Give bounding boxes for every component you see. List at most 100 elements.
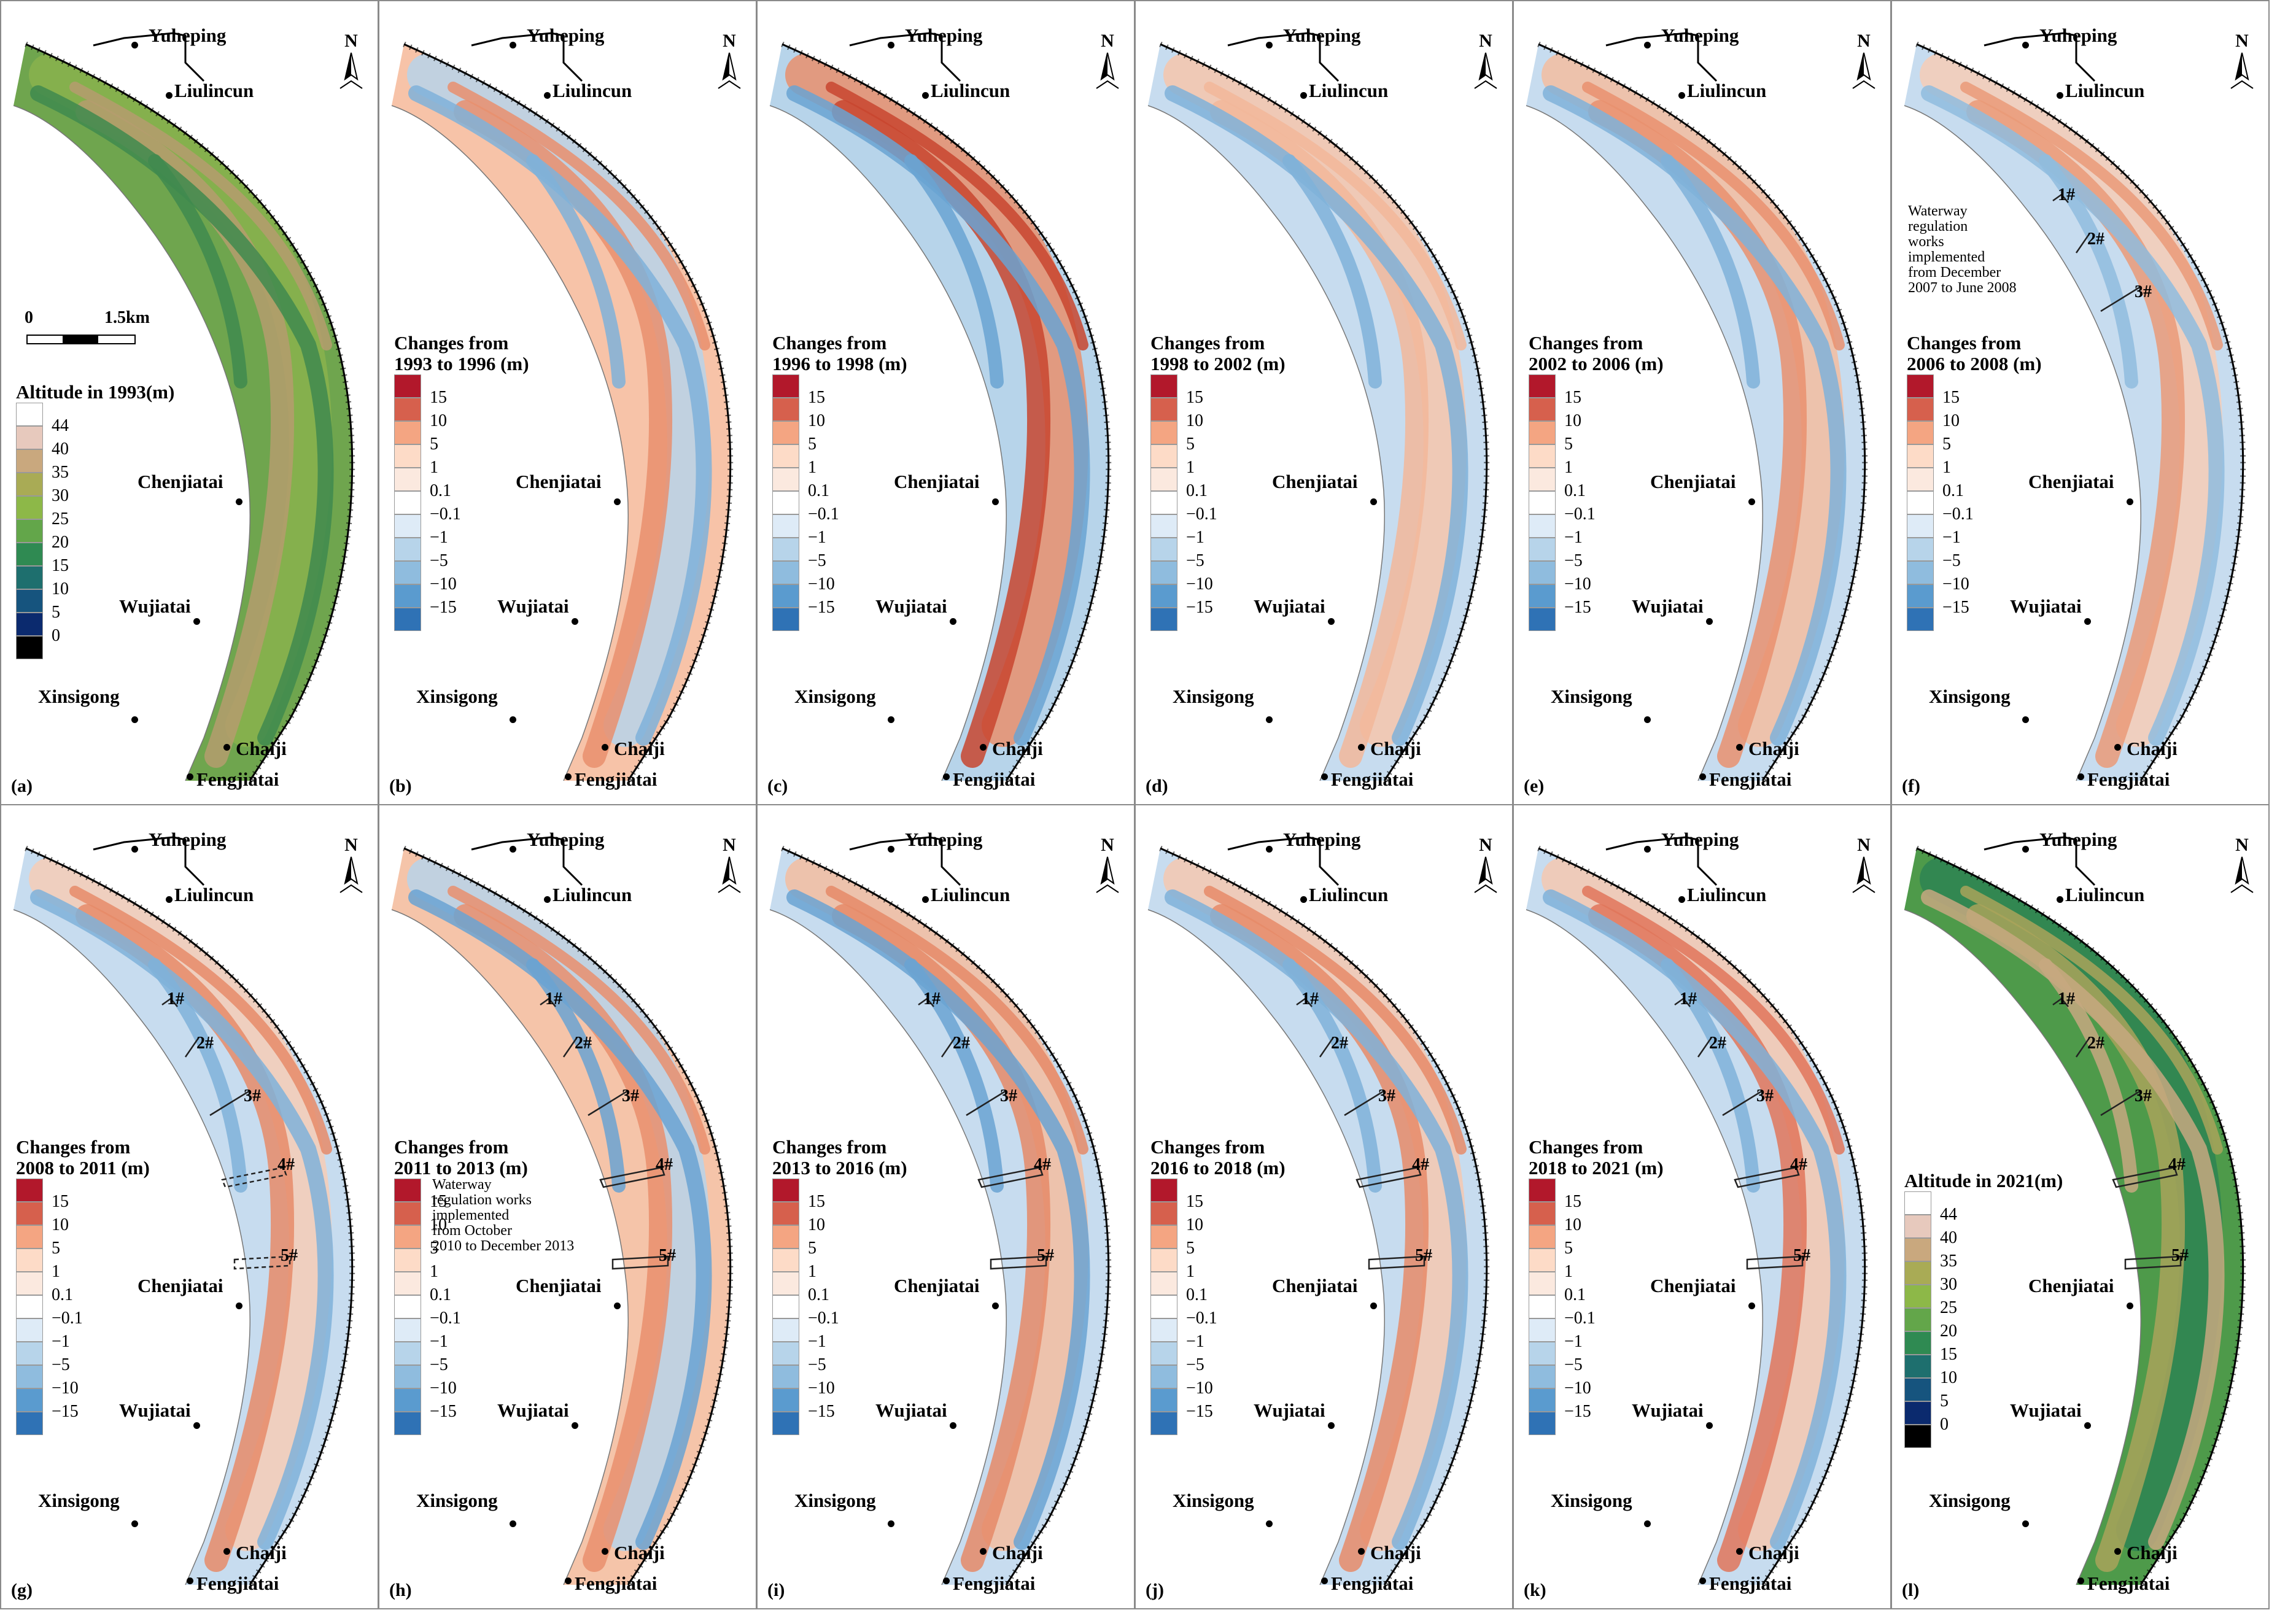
legend-swatch: [772, 584, 799, 608]
legend-row: −5: [394, 1342, 528, 1374]
legend-row: −5: [772, 538, 907, 570]
legend-tick: 10: [1186, 1215, 1203, 1234]
panel-label: (d): [1146, 776, 1168, 796]
north-arrow: N: [711, 835, 748, 904]
legend-swatch: [772, 1295, 799, 1318]
legend-row: 0.1: [1150, 1272, 1286, 1304]
north-arrow: N: [1845, 31, 1882, 99]
legend-row: −5: [394, 538, 529, 570]
legend-row: −0.1: [394, 1295, 528, 1328]
place-marker-wujiatai: [2084, 618, 2091, 625]
north-arrow-icon: [2230, 856, 2254, 893]
place-marker-fengjiatai: [565, 1577, 572, 1584]
legend-tick: −0.1: [430, 505, 461, 524]
legend-tick: 15: [808, 388, 825, 407]
river-map: [769, 32, 1112, 783]
legend-swatch: [16, 1342, 43, 1365]
legend-row: 30: [1904, 1261, 2063, 1294]
place-marker-yuheping: [2022, 846, 2029, 853]
north-arrow-icon: [718, 52, 741, 89]
place-label-fengjiatai: Fengjiatai: [575, 768, 657, 790]
place-marker-chenjiatai: [236, 1303, 242, 1309]
work-5-label: 5#: [1037, 1246, 1054, 1265]
place-marker-chenjiatai: [1748, 1303, 1755, 1309]
legend-swatch: [16, 1202, 43, 1225]
legend-swatch: [1150, 1202, 1177, 1225]
legend-tick: 15: [1564, 1192, 1581, 1211]
place-label-liulincun: Liulincun: [1687, 884, 1767, 905]
legend-row: 0.1: [394, 1272, 528, 1304]
place-marker-wujiatai: [572, 1422, 578, 1429]
north-arrow-icon: [1096, 856, 1119, 893]
legend-row: −15: [16, 1388, 150, 1421]
place-marker-chaiji: [2114, 1548, 2121, 1555]
legend-row: 0.1: [1907, 468, 2042, 500]
legend-row: −15: [1529, 1388, 1664, 1421]
legend-swatch: [1150, 514, 1177, 538]
place-marker-xinsigong: [131, 716, 138, 723]
work-2-label: 2#: [2087, 230, 2104, 249]
legend-swatch: [16, 1225, 43, 1248]
legend-tick: −15: [430, 1402, 457, 1421]
legend-swatch: [1150, 398, 1177, 421]
legend-tick: 35: [52, 463, 69, 482]
legend-tick: 1: [1942, 458, 1951, 477]
place-marker-yuheping: [1644, 42, 1651, 48]
legend-row: −5: [772, 1342, 907, 1374]
place-label-chenjiatai: Chenjiatai: [138, 471, 223, 492]
place-label-xinsigong: Xinsigong: [416, 1490, 498, 1511]
legend-row: 10: [1150, 398, 1286, 430]
place-label-liulincun: Liulincun: [1309, 80, 1389, 101]
legend-row: −1: [1150, 514, 1286, 547]
legend-tick: −5: [808, 551, 826, 570]
work-3-label: 3#: [2135, 1086, 2152, 1105]
legend-tick: −15: [1942, 598, 1969, 617]
legend-swatch: [1904, 1425, 1931, 1448]
legend-row: −15: [772, 1388, 907, 1421]
place-marker-fengjiatai: [2077, 773, 2084, 780]
place-marker-xinsigong: [2022, 716, 2029, 723]
legend-tick: 40: [1940, 1228, 1957, 1247]
legend-tick: 5: [430, 435, 438, 454]
place-label-wujiatai: Wujiatai: [1254, 595, 1325, 617]
legend-swatch: [1907, 491, 1934, 514]
legend-swatch: [1907, 444, 1934, 468]
legend-tick: −5: [1186, 551, 1204, 570]
legend-swatch: [16, 426, 43, 449]
place-label-wujiatai: Wujiatai: [119, 595, 191, 617]
place-label-yuheping: Yuheping: [1283, 829, 1361, 850]
legend-swatch: [394, 538, 421, 561]
legend-tick: −10: [52, 1379, 79, 1398]
legend-swatch: [772, 491, 799, 514]
legend: Changes from 1993 to 1996 (m) 15 10 5 1 0.1 −0…: [394, 333, 529, 631]
place-label-fengjiatai: Fengjiatai: [2087, 1573, 2170, 1594]
legend-tick: −1: [1186, 1332, 1204, 1351]
legend-swatch: [16, 636, 43, 659]
place-marker-chenjiatai: [236, 498, 242, 505]
legend-row: −0.1: [16, 1295, 150, 1328]
legend-row: 10: [772, 1202, 907, 1234]
legend-row: −15: [394, 1388, 528, 1421]
panel-label: (c): [767, 776, 788, 796]
north-label: N: [723, 31, 736, 51]
legend: Changes from 2002 to 2006 (m) 15 10 5 1 0.1 −0…: [1529, 333, 1664, 631]
legend-swatch: [394, 1318, 421, 1342]
place-marker-xinsigong: [1266, 1520, 1273, 1527]
place-label-chenjiatai: Chenjiatai: [516, 1275, 602, 1296]
legend-row: 15: [16, 1179, 150, 1211]
legend-row: −0.1: [1150, 491, 1286, 524]
place-marker-yuheping: [131, 42, 138, 48]
legend-swatch: [1907, 374, 1934, 398]
map-panel-l: 1# 2# 3# 4# 5# Yuheping Liulincun Chenjiatai Wuj…: [1891, 804, 2270, 1609]
legend-row: 0: [16, 613, 174, 645]
north-label: N: [2235, 31, 2249, 51]
legend: Changes from 2016 to 2018 (m) 15 10 5 1 0.1 −0…: [1150, 1137, 1286, 1435]
legend-tick: 1: [808, 458, 816, 477]
place-label-wujiatai: Wujiatai: [1254, 1399, 1325, 1421]
legend-row: −0.1: [1150, 1295, 1286, 1328]
legend-row: 30: [16, 473, 174, 505]
legend-tick: −0.1: [1564, 1309, 1596, 1328]
place-label-chaiji: Chaiji: [992, 738, 1043, 759]
legend-swatch: [1150, 608, 1177, 631]
